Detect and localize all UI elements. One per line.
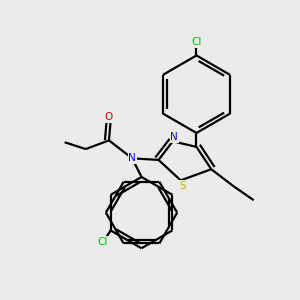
Text: O: O	[104, 112, 112, 122]
Text: N: N	[170, 132, 178, 142]
Text: Cl: Cl	[98, 237, 108, 247]
Text: S: S	[179, 181, 185, 191]
Text: N: N	[128, 153, 136, 164]
Text: Cl: Cl	[191, 38, 202, 47]
